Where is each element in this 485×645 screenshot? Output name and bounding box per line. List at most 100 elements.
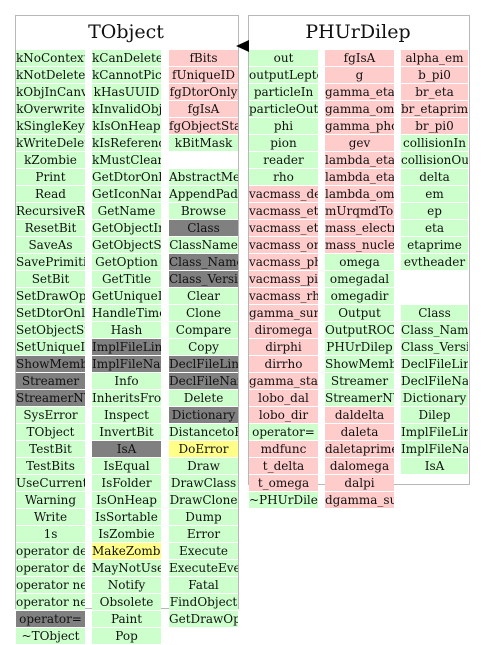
member-cell: diromega: [249, 322, 318, 338]
member-cell: gamma_etaprime: [325, 84, 394, 100]
member-cell: ShowMembers: [325, 356, 394, 372]
member-cell: AbstractMethod: [169, 169, 238, 185]
member-cell: g: [325, 67, 394, 83]
member-cell: omega: [325, 254, 394, 270]
phurdilep-column-1: outoutputLeptonsparticleInparticleOutphi…: [249, 50, 318, 509]
member-cell: dalomega: [325, 458, 394, 474]
member-cell: Class_Name: [169, 254, 238, 270]
member-cell: StreamerNVirtual: [325, 390, 394, 406]
member-cell: ~TObject: [16, 628, 85, 644]
member-cell: dalpi: [325, 475, 394, 491]
member-cell: lobo_dir: [249, 407, 318, 423]
member-cell: MayNotUse: [92, 560, 161, 576]
member-cell: phi: [249, 118, 318, 134]
member-cell: DeclFileName: [401, 373, 468, 389]
member-cell: fgIsA: [169, 101, 238, 117]
member-cell: IsA: [92, 441, 161, 457]
member-cell: pion: [249, 135, 318, 151]
member-cell: kZombie: [16, 152, 85, 168]
member-cell: GetDtorOnly: [92, 169, 161, 185]
member-cell: TObject: [16, 424, 85, 440]
member-cell: dirrho: [249, 356, 318, 372]
member-cell: ClassName: [169, 237, 238, 253]
member-cell: Pop: [92, 628, 161, 644]
member-cell: omegadal: [325, 271, 394, 287]
member-cell: omegadir: [325, 288, 394, 304]
member-cell: Class: [169, 220, 238, 236]
member-cell: operator delete[]: [16, 560, 85, 576]
member-cell: Class: [401, 305, 468, 321]
class-title-tobject: TObject: [88, 21, 164, 43]
member-cell: operator delete: [16, 543, 85, 559]
member-cell: Dictionary: [169, 407, 238, 423]
member-cell: HandleTimer: [92, 305, 161, 321]
member-cell: fBits: [169, 50, 238, 66]
member-cell: ~PHUrDilep: [249, 492, 318, 508]
member-cell: mass_nucleon: [325, 237, 394, 253]
member-cell: dgamma_sum: [325, 492, 394, 508]
member-cell: br_pi0: [401, 118, 468, 134]
member-cell: IsEqual: [92, 458, 161, 474]
member-cell: fUniqueID: [169, 67, 238, 83]
member-cell: Fatal: [169, 577, 238, 593]
member-cell: AppendPad: [169, 186, 238, 202]
member-cell: delta: [401, 169, 468, 185]
member-cell: kObjInCanvas: [16, 84, 85, 100]
member-cell: operator new[]: [16, 594, 85, 610]
member-cell: GetObjectStat: [92, 237, 161, 253]
member-cell: GetDrawOption: [169, 611, 238, 627]
member-cell: kCanDelete: [92, 50, 161, 66]
member-cell: vacmass_eta: [249, 203, 318, 219]
member-cell: DoError: [169, 441, 238, 457]
member-cell: particleIn: [249, 84, 318, 100]
member-cell: [169, 152, 238, 168]
member-cell: gev: [325, 135, 394, 151]
member-cell: Delete: [169, 390, 238, 406]
member-cell: RecursiveRemove: [16, 203, 85, 219]
member-cell: Obsolete: [92, 594, 161, 610]
member-cell: Class_Version: [169, 271, 238, 287]
member-cell: operator=: [16, 611, 85, 627]
member-cell: kMustCleanup: [92, 152, 161, 168]
member-cell: Dictionary: [401, 390, 468, 406]
member-cell: Dilep: [401, 407, 468, 423]
member-cell: SetDtorOnly: [16, 305, 85, 321]
member-cell: Inspect: [92, 407, 161, 423]
member-cell: InvertBit: [92, 424, 161, 440]
member-cell: rho: [249, 169, 318, 185]
member-cell: operator new: [16, 577, 85, 593]
member-cell: t_omega: [249, 475, 318, 491]
member-cell: vacmass_phi: [249, 254, 318, 270]
member-cell: GetName: [92, 203, 161, 219]
phurdilep-column-2: fgIsAggamma_etaprimegamma_omegagamma_pho…: [325, 50, 394, 509]
member-cell: outputLeptons: [249, 67, 318, 83]
member-cell: Paint: [92, 611, 161, 627]
member-cell: InheritsFrom: [92, 390, 161, 406]
member-cell: IsA: [401, 458, 468, 474]
member-cell: mUrqmdToPdg: [325, 203, 394, 219]
member-cell: ExecuteEvent: [169, 560, 238, 576]
member-cell: Write: [16, 509, 85, 525]
member-cell: SetBit: [16, 271, 85, 287]
member-cell: SetObjectStat: [16, 322, 85, 338]
member-cell: Clone: [169, 305, 238, 321]
member-cell: gamma_sum_delta: [249, 305, 318, 321]
member-cell: MakeZombie: [92, 543, 161, 559]
tobject-column-3: fBits fUniqueID fgDtorOnly fgIsA fgObjectSta…: [169, 50, 238, 628]
member-cell: daleta: [325, 424, 394, 440]
member-cell: UseCurrentStyle: [16, 475, 85, 491]
member-cell: GetOption: [92, 254, 161, 270]
member-cell: Streamer: [16, 373, 85, 389]
member-cell: gamma_omega: [325, 101, 394, 117]
member-cell: fgDtorOnly: [169, 84, 238, 100]
member-cell: SavePrimitive: [16, 254, 85, 270]
member-cell: DeclFileLine: [169, 356, 238, 372]
member-cell: etaprime: [401, 237, 468, 253]
member-cell: Execute: [169, 543, 238, 559]
member-cell: t_delta: [249, 458, 318, 474]
member-cell: Warning: [16, 492, 85, 508]
member-cell: 1s: [16, 526, 85, 542]
member-cell: kNotDeleted: [16, 67, 85, 83]
member-cell: Draw: [169, 458, 238, 474]
member-cell: DeclFileLine: [401, 356, 468, 372]
